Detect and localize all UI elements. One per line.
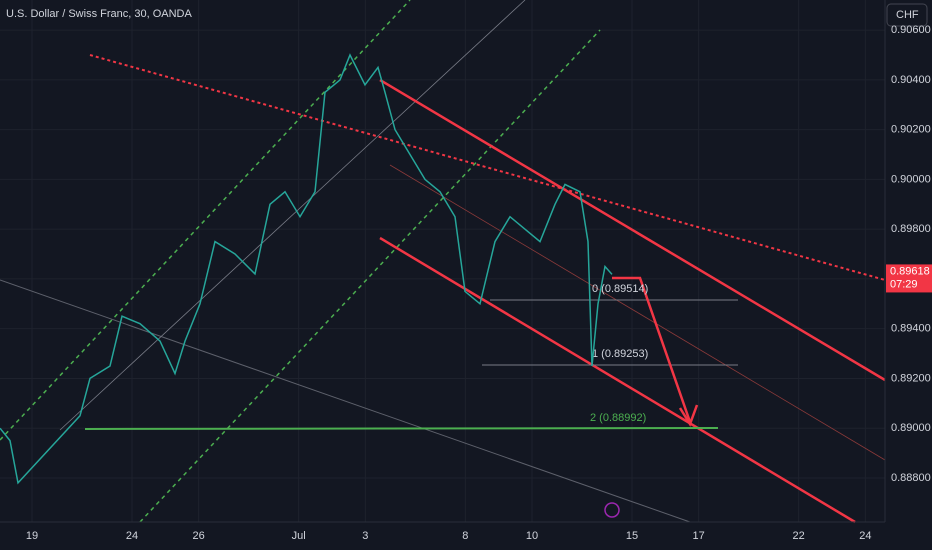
- channel-lower: [379, 236, 856, 524]
- y-tick-label: 0.89800: [891, 223, 931, 235]
- x-tick-label: Jul: [292, 530, 306, 542]
- chart-title: U.S. Dollar / Swiss Franc, 30, OANDA: [6, 8, 192, 20]
- countdown-label: 07:29: [890, 278, 918, 290]
- fib-label: 0 (0.89514): [592, 283, 648, 295]
- y-tick-label: 0.89400: [891, 323, 931, 335]
- y-tick-label: 0.88800: [891, 472, 931, 484]
- channel-line: [139, 29, 601, 523]
- currency-button[interactable]: [886, 3, 928, 27]
- x-tick-label: 22: [793, 530, 805, 542]
- drawings: [0, 0, 886, 524]
- event-icon[interactable]: [604, 502, 620, 518]
- trend-line: [59, 0, 526, 431]
- channel-upper: [379, 78, 886, 382]
- y-tick-label: 0.90600: [891, 24, 931, 36]
- currency-label: CHF: [896, 9, 919, 21]
- y-tick-label: 0.89200: [891, 372, 931, 384]
- support-line: [84, 427, 719, 430]
- last-price-box: [886, 264, 932, 293]
- trend-line: [389, 164, 886, 461]
- x-tick-label: 19: [26, 530, 38, 542]
- y-tick-label: 0.89000: [891, 422, 931, 434]
- x-tick-label: 10: [526, 530, 538, 542]
- last-price-label: 0.89618: [890, 265, 930, 277]
- x-tick-label: 8: [462, 530, 468, 542]
- x-tick-label: 24: [126, 530, 138, 542]
- y-tick-label: 0.90000: [891, 173, 931, 185]
- x-tick-label: 24: [859, 530, 871, 542]
- fib-label: 1 (0.89253): [592, 348, 648, 360]
- trend-line: [0, 279, 691, 523]
- x-tick-label: 3: [362, 530, 368, 542]
- fib-label: 2 (0.88992): [590, 412, 646, 424]
- forecast-arrow: [612, 276, 692, 423]
- y-tick-label: 0.90200: [891, 124, 931, 136]
- x-tick-label: 15: [626, 530, 638, 542]
- grid: [0, 0, 885, 522]
- x-tick-label: 17: [693, 530, 705, 542]
- price-line: [0, 53, 613, 485]
- arrow-head: [678, 404, 699, 427]
- x-tick-label: 26: [193, 530, 205, 542]
- y-tick-label: 0.90400: [891, 74, 931, 86]
